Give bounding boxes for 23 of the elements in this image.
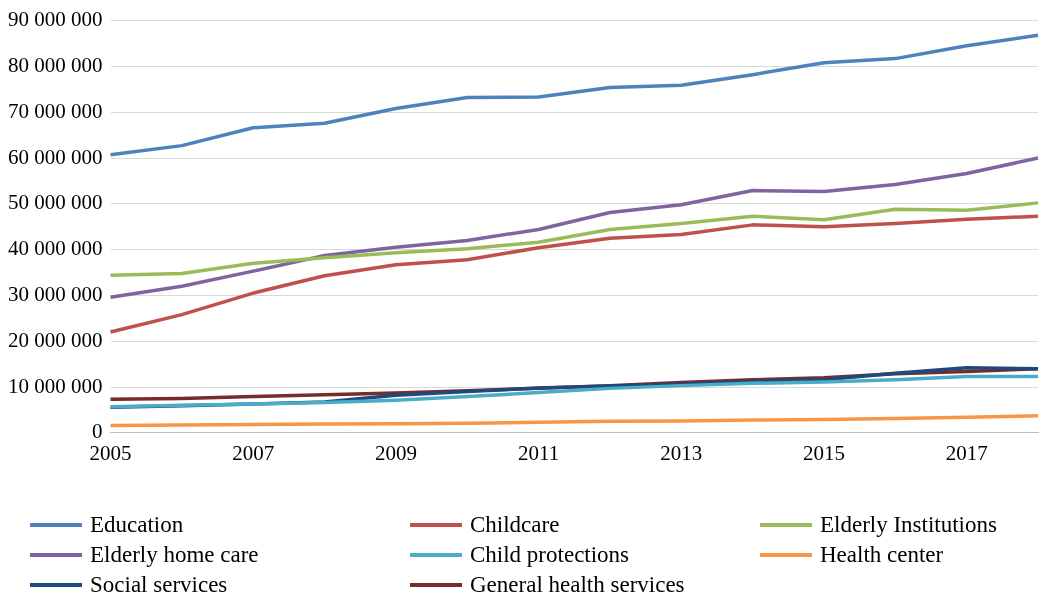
y-tick-label: 70 000 000	[8, 98, 103, 123]
legend-label: Child protections	[470, 542, 630, 568]
y-tick-label: 20 000 000	[8, 327, 103, 352]
x-tick-label: 2009	[374, 440, 417, 465]
legend-label: Health center	[820, 542, 944, 568]
y-tick-label: 30 000 000	[8, 281, 103, 306]
legend-label: Elderly home care	[90, 542, 259, 568]
y-tick-label: 60 000 000	[8, 144, 103, 169]
x-tick-label: 2007	[232, 440, 275, 465]
legend-label: General health services	[470, 572, 685, 598]
legend-label: Social services	[90, 572, 228, 598]
legend-label: Elderly Institutions	[820, 512, 997, 538]
y-tick-label: 40 000 000	[8, 236, 103, 261]
x-tick-label: 2013	[660, 440, 703, 465]
x-tick-label: 2017	[945, 440, 988, 465]
x-tick-label: 2015	[802, 440, 845, 465]
legend-label: Childcare	[470, 512, 560, 538]
y-tick-label: 50 000 000	[8, 190, 103, 215]
x-tick-label: 2011	[517, 440, 560, 465]
y-tick-label: 90 000 000	[8, 7, 103, 32]
legend-label: Education	[90, 512, 184, 538]
y-tick-label: 80 000 000	[8, 52, 103, 77]
y-tick-label: 10 000 000	[8, 373, 103, 398]
